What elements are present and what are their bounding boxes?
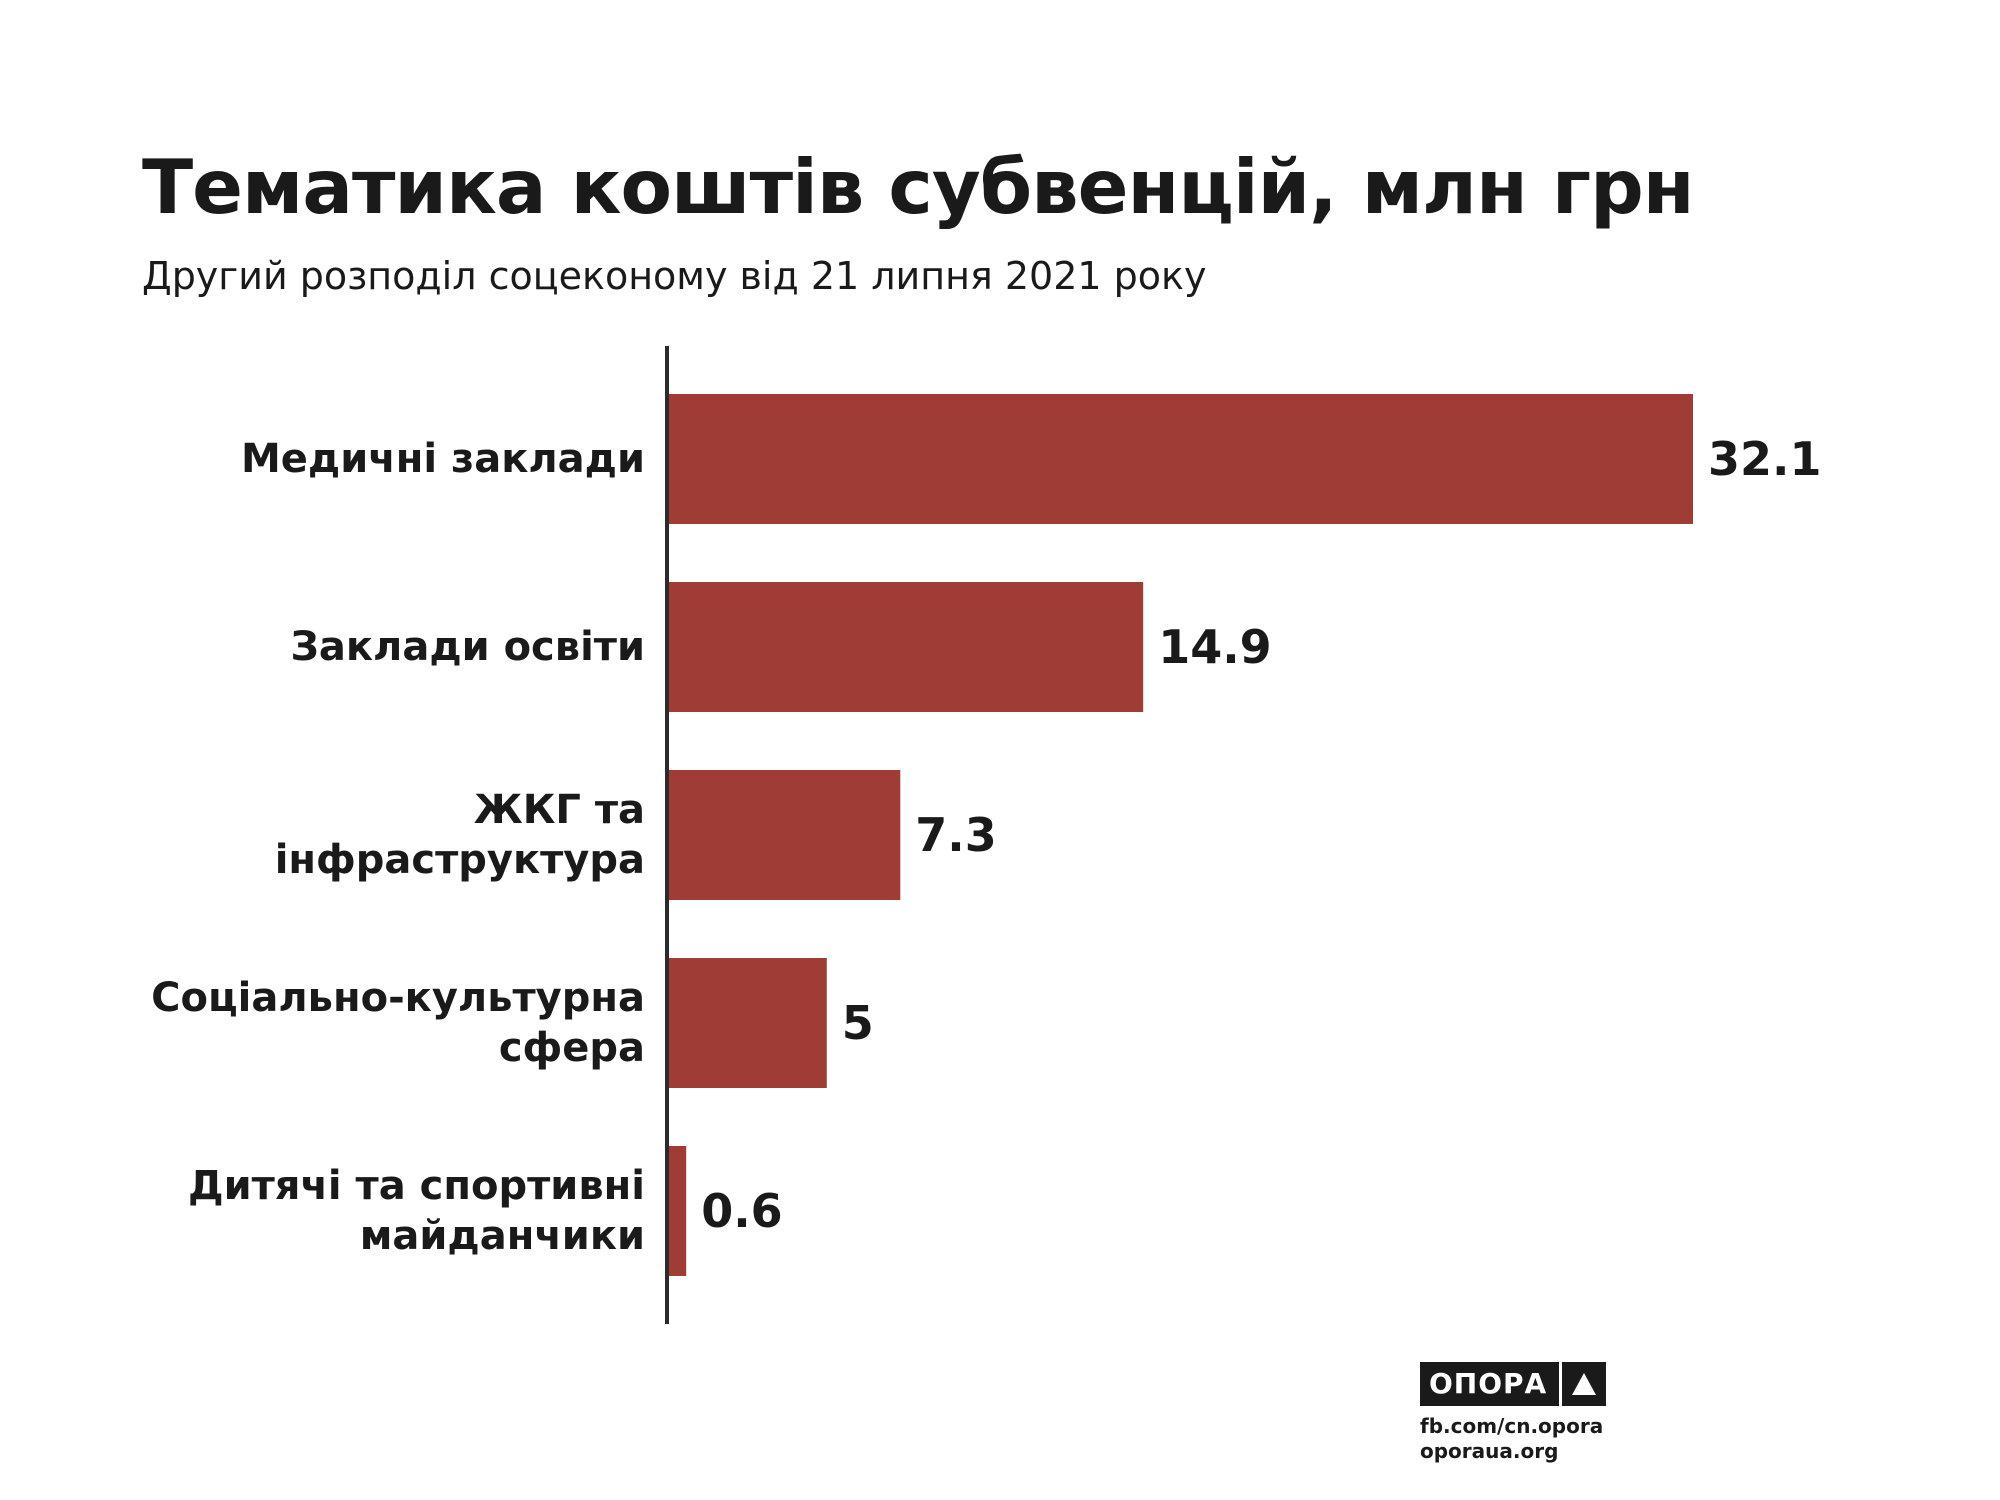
category-label-1: Медичні заклади: [241, 436, 645, 482]
bar-chart: 32.1 Медичні заклади 14.9 Заклади освіти 7.3…: [151, 346, 1822, 1324]
value-label-3: 7.3: [915, 808, 997, 862]
brand-links: fb.com/cn.opora oporaua.org: [1420, 1414, 1603, 1464]
chart-title: Тематика коштів субвенцій, млн грн: [142, 143, 1695, 231]
category-label-5-line-2: майданчики: [360, 1213, 645, 1259]
website-link[interactable]: oporaua.org: [1420, 1439, 1559, 1463]
bar-4: [667, 958, 827, 1088]
value-label-5: 0.6: [701, 1184, 783, 1238]
facebook-link[interactable]: fb.com/cn.opora: [1420, 1414, 1604, 1438]
opora-logo: ОПОРА: [1420, 1362, 1606, 1406]
triangle-icon: [1562, 1372, 1606, 1396]
category-label-3-line-1: ЖКГ та: [474, 787, 645, 833]
category-label-2: Заклади освіти: [290, 624, 645, 670]
category-label-3-line-2: інфраструктура: [275, 837, 645, 883]
category-label-4-line-2: сфера: [499, 1025, 645, 1071]
bars-layer: 32.1 Медичні заклади 14.9 Заклади освіти 7.3…: [151, 394, 1822, 1276]
value-label-2: 14.9: [1158, 620, 1272, 674]
logo-divider: [1559, 1362, 1562, 1406]
bar-2: [667, 582, 1144, 712]
value-label-1: 32.1: [1708, 432, 1822, 486]
bar-3: [667, 770, 901, 900]
brand-name: ОПОРА: [1429, 1367, 1548, 1400]
category-label-5-line-1: Дитячі та спортивні: [188, 1163, 645, 1209]
bar-1: [667, 394, 1693, 524]
chart-subtitle: Другий розподіл соцеконому від 21 липня …: [142, 254, 1207, 298]
bar-5: [667, 1146, 687, 1276]
category-label-4-line-1: Соціально-культурна: [151, 975, 645, 1021]
value-label-4: 5: [842, 996, 874, 1050]
